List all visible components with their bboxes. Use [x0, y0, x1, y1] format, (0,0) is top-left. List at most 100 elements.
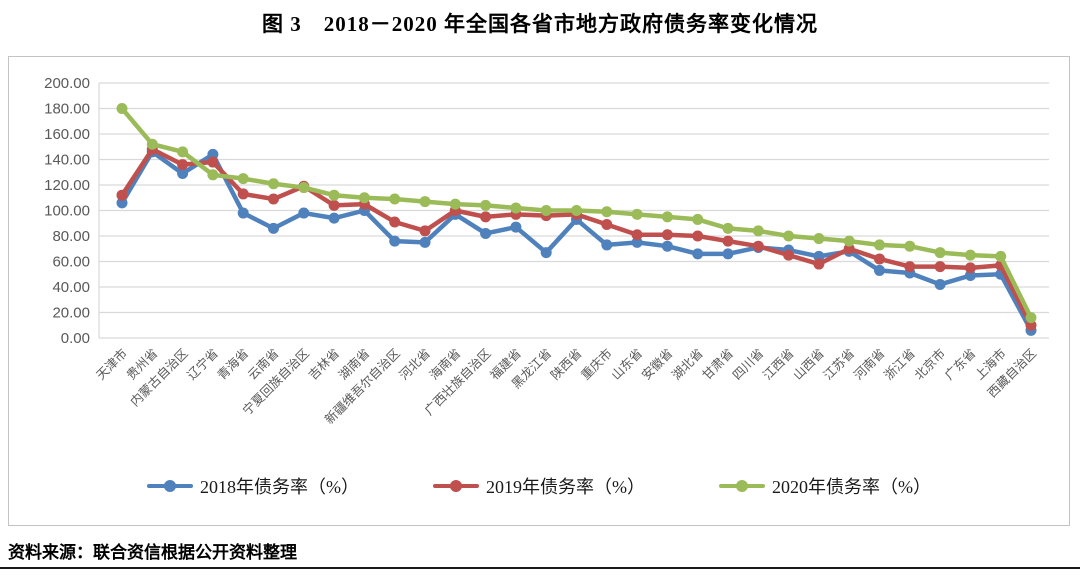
- data-point: [1025, 312, 1037, 324]
- data-point: [813, 250, 825, 262]
- svg-text:200.00: 200.00: [44, 75, 90, 92]
- data-point: [237, 188, 249, 200]
- data-point: [813, 258, 825, 270]
- data-point: [661, 229, 673, 241]
- data-point: [934, 278, 946, 290]
- data-point: [934, 261, 946, 273]
- data-point: [874, 239, 885, 251]
- series-2018年债务率（%）: [116, 146, 1037, 336]
- data-point: [722, 222, 734, 234]
- svg-text:重庆市: 重庆市: [578, 346, 615, 383]
- data-point: [752, 240, 764, 252]
- data-point: [237, 207, 249, 219]
- data-point: [419, 196, 431, 208]
- data-point: [874, 253, 885, 265]
- svg-text:160.00: 160.00: [44, 126, 90, 143]
- data-point: [934, 247, 946, 259]
- chart-title: 图 3 2018－2020 年全国各省市地方政府债务率变化情况: [262, 12, 818, 36]
- data-point: [419, 236, 431, 248]
- legend-label-2019: 2019年债务率（%）: [486, 477, 645, 497]
- svg-text:江西省: 江西省: [760, 346, 796, 382]
- data-point: [631, 229, 643, 241]
- data-point: [358, 192, 370, 204]
- data-point: [116, 189, 128, 201]
- svg-text:四川省: 四川省: [730, 346, 766, 382]
- data-point: [328, 212, 340, 224]
- data-point: [268, 222, 279, 234]
- data-point: [207, 148, 219, 160]
- svg-text:140.00: 140.00: [44, 152, 90, 169]
- data-point: [631, 236, 643, 248]
- svg-text:陕西省: 陕西省: [547, 346, 584, 383]
- data-point: [692, 213, 704, 225]
- data-point: [843, 243, 855, 255]
- chart-svg: 0.00 20.00 40.00 60.00 80.00 100.00 120.00 140.…: [44, 75, 1049, 427]
- data-point: [207, 156, 219, 168]
- data-point: [964, 270, 976, 282]
- data-point: [904, 261, 916, 273]
- svg-text:安徽省: 安徽省: [638, 346, 675, 383]
- data-point: [389, 235, 401, 247]
- svg-text:河北省: 河北省: [397, 346, 433, 382]
- data-point: [480, 211, 492, 223]
- data-point: [964, 262, 976, 274]
- series-2019年债务率（%）: [116, 143, 1037, 331]
- data-point: [177, 159, 189, 171]
- data-point: [1025, 319, 1037, 331]
- legend-item-2018: 2018年债务率（%）: [147, 473, 359, 499]
- data-point: [601, 206, 613, 218]
- svg-text:甘肃省: 甘肃省: [700, 346, 736, 382]
- bottom-divider: [0, 567, 1080, 569]
- svg-text:60.00: 60.00: [52, 254, 90, 271]
- svg-text:天津市: 天津市: [93, 346, 130, 383]
- svg-text:浙江省: 浙江省: [881, 346, 918, 383]
- data-point: [146, 138, 158, 150]
- data-point: [540, 205, 552, 216]
- data-point: [268, 193, 279, 205]
- data-point: [601, 239, 613, 251]
- data-point: [964, 249, 976, 261]
- legend-label-2020: 2020年债务率（%）: [772, 477, 931, 497]
- legend-item-2019: 2019年债务率（%）: [433, 473, 645, 499]
- data-point: [752, 225, 764, 237]
- data-point: [480, 227, 492, 239]
- data-point: [631, 208, 643, 220]
- data-point: [449, 198, 461, 210]
- data-point: [661, 211, 673, 223]
- data-point: [298, 207, 310, 219]
- data-point: [419, 225, 431, 237]
- svg-text:0.00: 0.00: [61, 330, 90, 347]
- legend-marker-2019-icon: [433, 480, 479, 492]
- data-point: [995, 250, 1007, 262]
- legend-marker-2020-icon: [719, 480, 765, 492]
- chart-legend: 2018年债务率（%） 2019年债务率（%） 2020年债务率（%）: [9, 473, 1069, 499]
- svg-text:180.00: 180.00: [44, 101, 90, 118]
- chart-frame: 0.00 20.00 40.00 60.00 80.00 100.00 120.00 140.…: [8, 56, 1070, 526]
- data-point: [904, 240, 916, 252]
- data-point: [722, 248, 734, 260]
- legend-label-2018: 2018年债务率（%）: [200, 477, 359, 497]
- data-point: [177, 146, 189, 158]
- svg-text:20.00: 20.00: [52, 305, 90, 322]
- data-point: [601, 219, 613, 231]
- data-point: [268, 178, 279, 190]
- data-point: [389, 216, 401, 228]
- svg-text:辽宁省: 辽宁省: [184, 346, 221, 383]
- data-point: [692, 248, 704, 260]
- data-point: [783, 249, 795, 261]
- data-point: [116, 197, 128, 209]
- series-2020年债务率（%）: [116, 103, 1037, 324]
- data-point: [237, 173, 249, 185]
- data-point: [328, 199, 340, 211]
- x-axis-labels: 天津市贵州省内蒙古自治区辽宁省青海省云南省宁夏回族自治区吉林省湖南省新疆维吾尔自…: [93, 346, 1039, 427]
- svg-text:青海省: 青海省: [214, 346, 251, 383]
- data-point: [116, 103, 128, 114]
- svg-text:吉林省: 吉林省: [306, 346, 342, 382]
- data-point: [783, 230, 795, 242]
- y-axis-labels: 0.00 20.00 40.00 60.00 80.00 100.00 120.00 140.…: [44, 75, 90, 347]
- data-point: [207, 169, 219, 181]
- svg-text:40.00: 40.00: [52, 279, 90, 296]
- svg-text:120.00: 120.00: [44, 177, 90, 194]
- svg-text:广东省: 广东省: [942, 346, 978, 382]
- data-point: [389, 193, 401, 205]
